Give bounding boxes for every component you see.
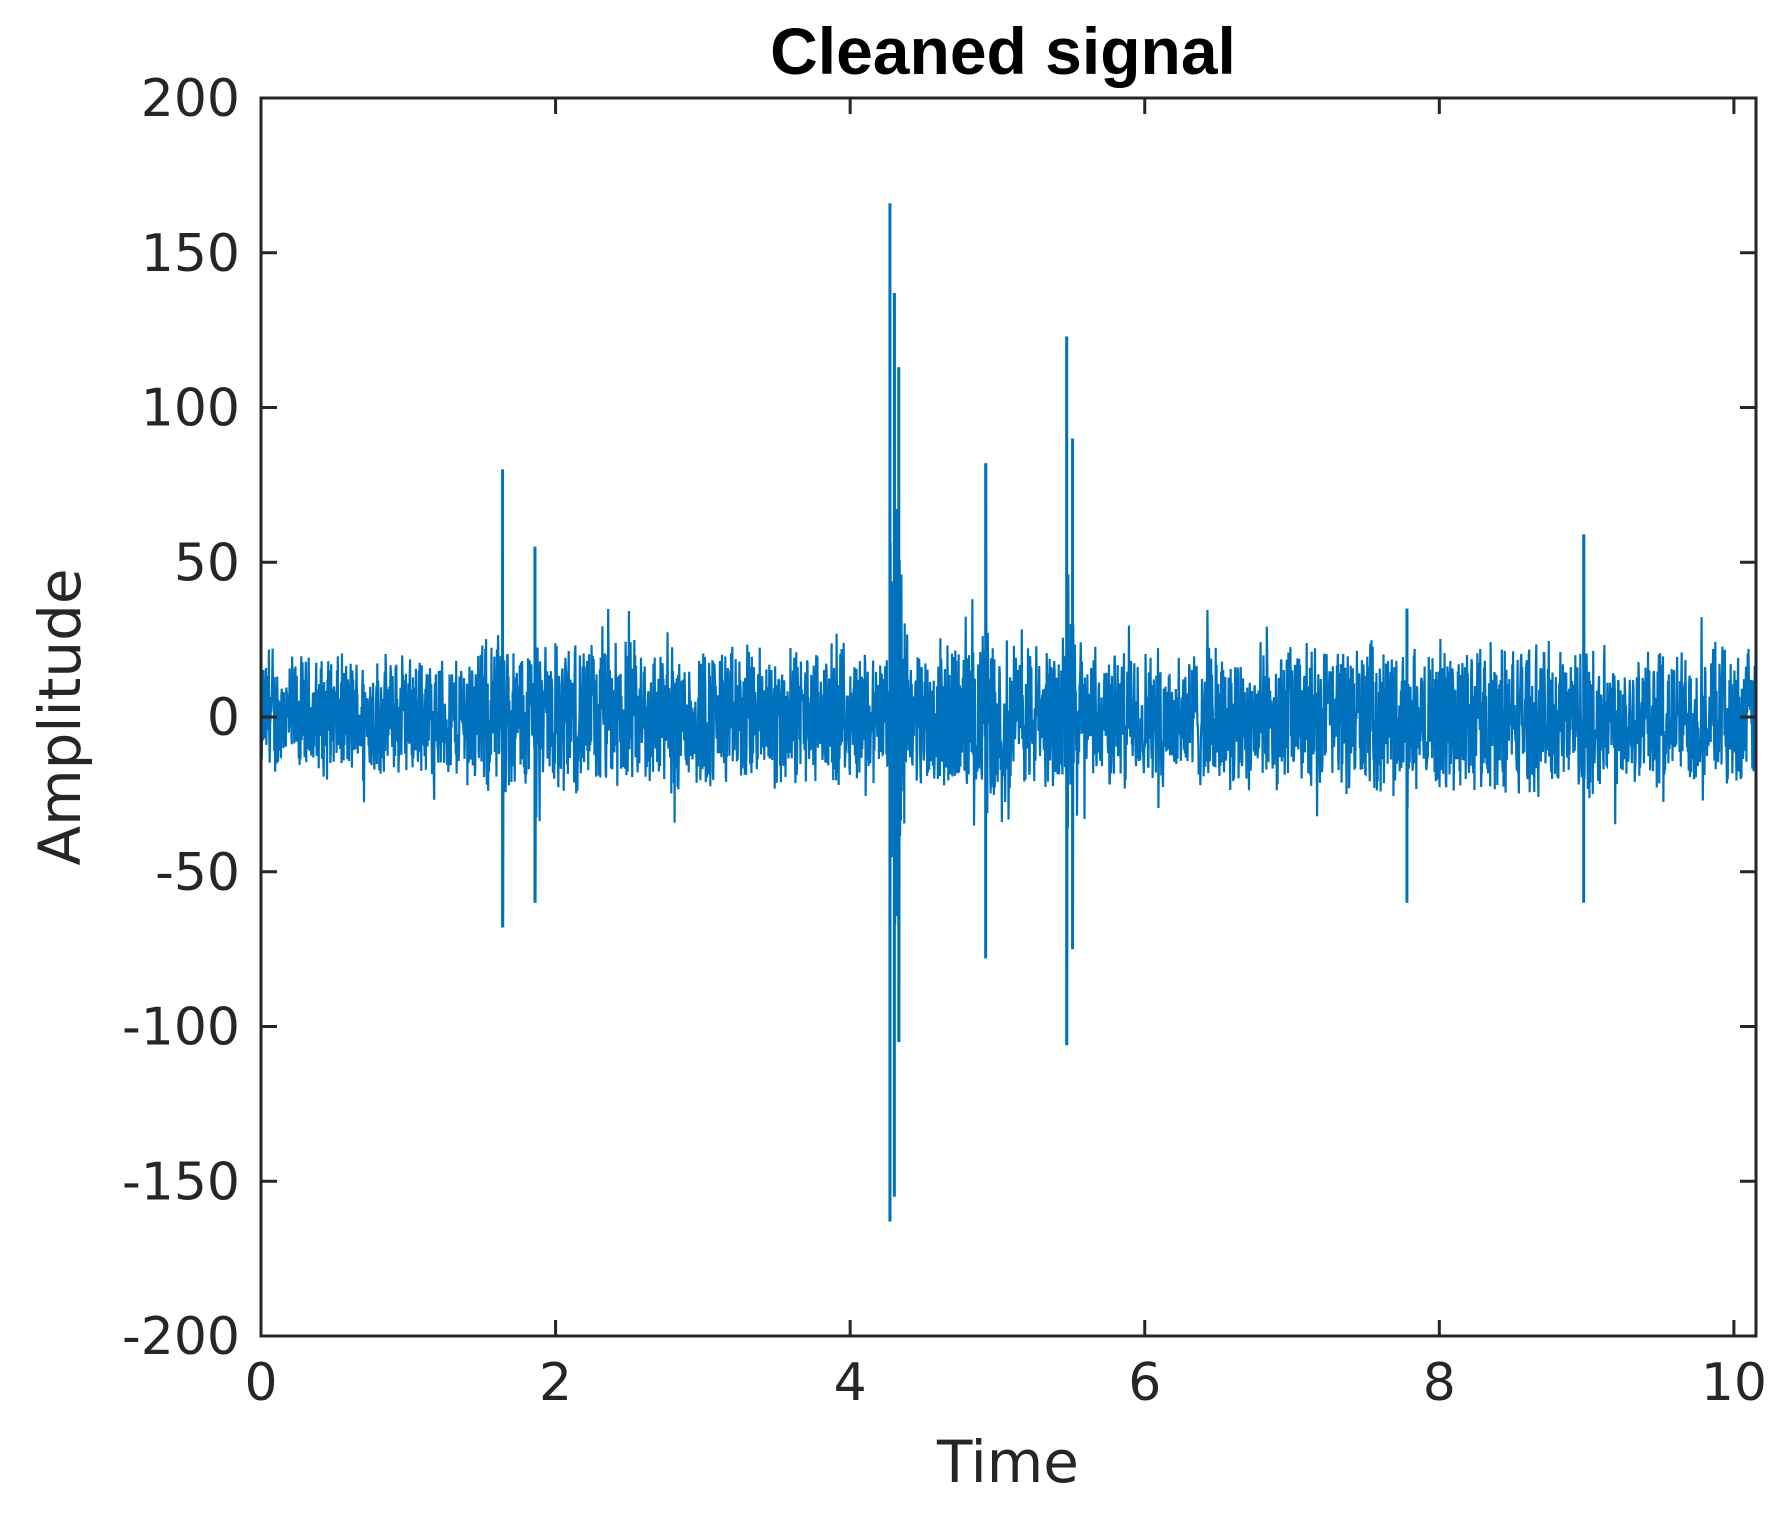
x-tick-label: 6 [1128, 1353, 1161, 1413]
y-axis: -200 -150 -100 -50 0 50 100 150 200 [122, 69, 1756, 1367]
y-tick-label: -200 [122, 1307, 240, 1367]
y-tick-label: 150 [141, 224, 240, 284]
x-axis-label: Time [936, 1428, 1079, 1496]
y-tick-label: 100 [141, 379, 240, 439]
y-tick-label: -150 [122, 1152, 240, 1212]
x-axis: 0 2 4 6 8 10 [244, 98, 1767, 1413]
y-tick-label: 200 [141, 69, 240, 129]
x-tick-label: 10 [1701, 1353, 1767, 1413]
chart-title: Cleaned signal [770, 14, 1236, 88]
y-tick-label: 50 [174, 533, 240, 593]
x-tick-label: 0 [244, 1353, 277, 1413]
y-tick-label: -100 [122, 998, 240, 1058]
y-tick-label: -50 [155, 843, 240, 903]
x-tick-label: 2 [539, 1353, 572, 1413]
signal-line [259, 292, 1758, 1222]
y-axis-label: Amplitude [26, 568, 94, 865]
y-tick-label: 0 [207, 688, 240, 748]
signal-series [259, 203, 1758, 1222]
x-tick-label: 4 [834, 1353, 867, 1413]
x-tick-label: 8 [1423, 1353, 1456, 1413]
